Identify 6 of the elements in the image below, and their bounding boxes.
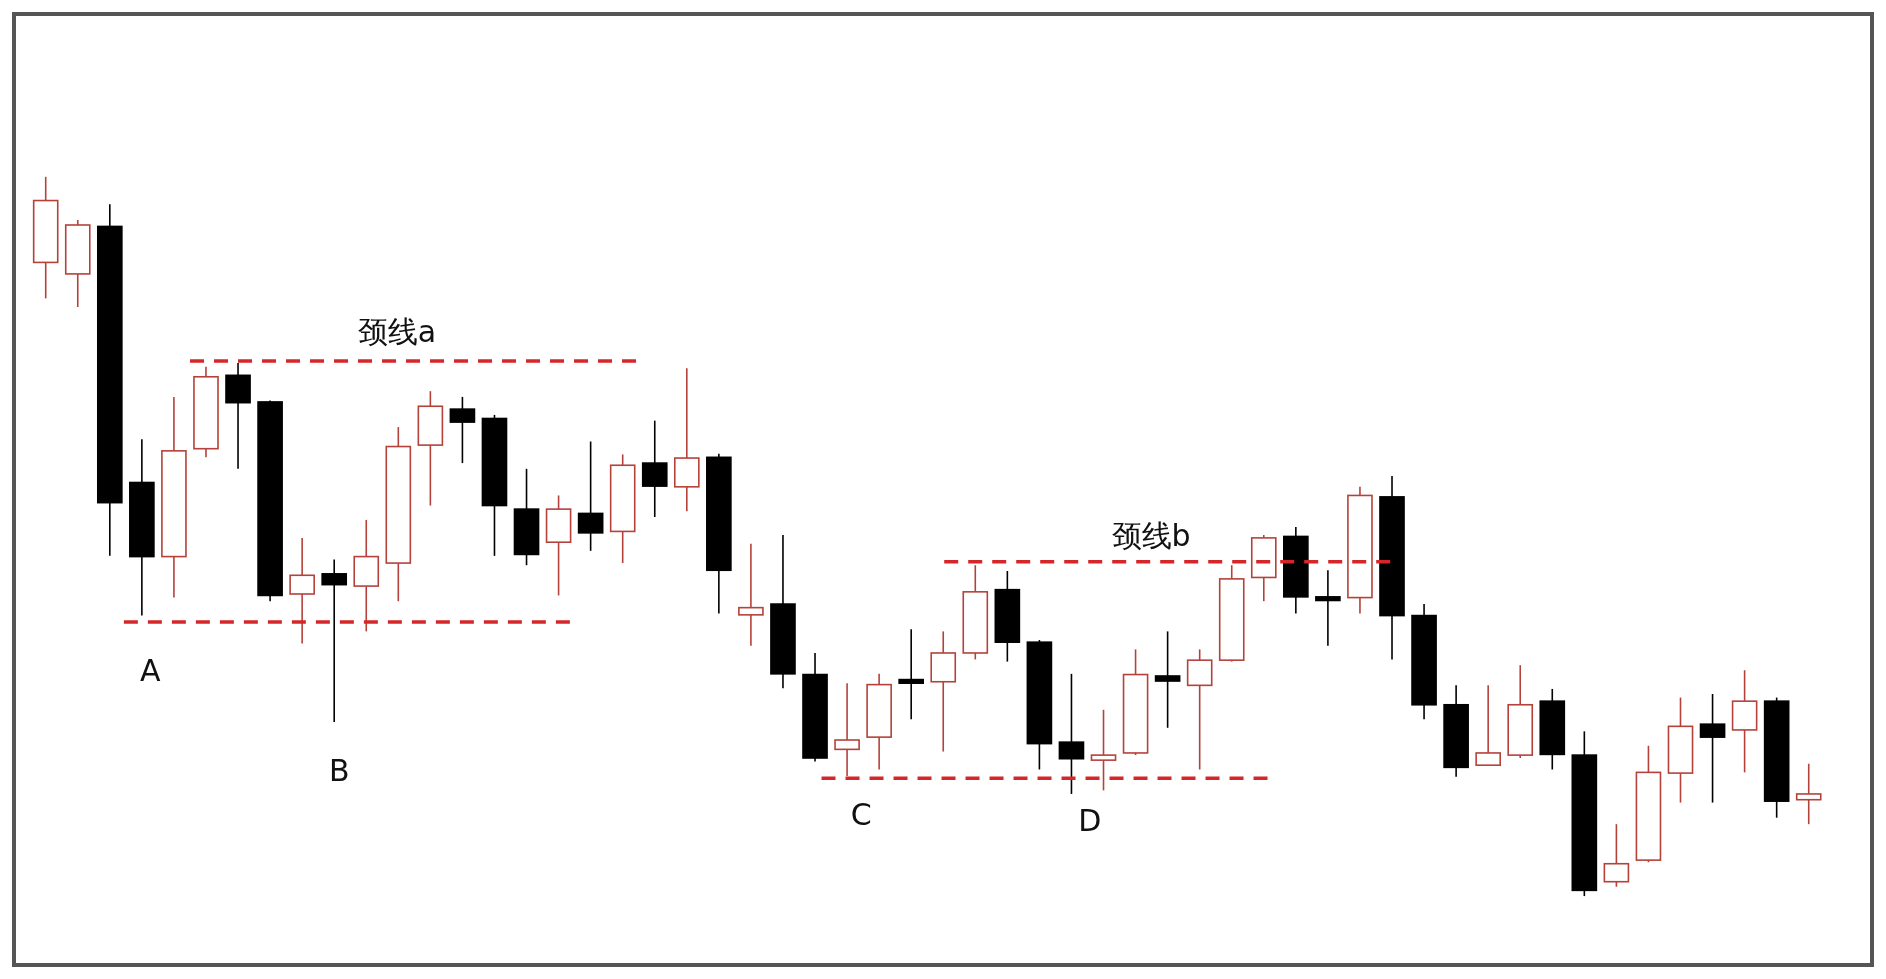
ref-line-label: 颈线b xyxy=(1111,518,1191,554)
annotation: C xyxy=(850,797,872,833)
annotation: A xyxy=(140,652,162,688)
annotation: B xyxy=(328,752,350,788)
ref-line-label: 颈线a xyxy=(357,313,437,349)
annotation: D xyxy=(1078,803,1102,839)
